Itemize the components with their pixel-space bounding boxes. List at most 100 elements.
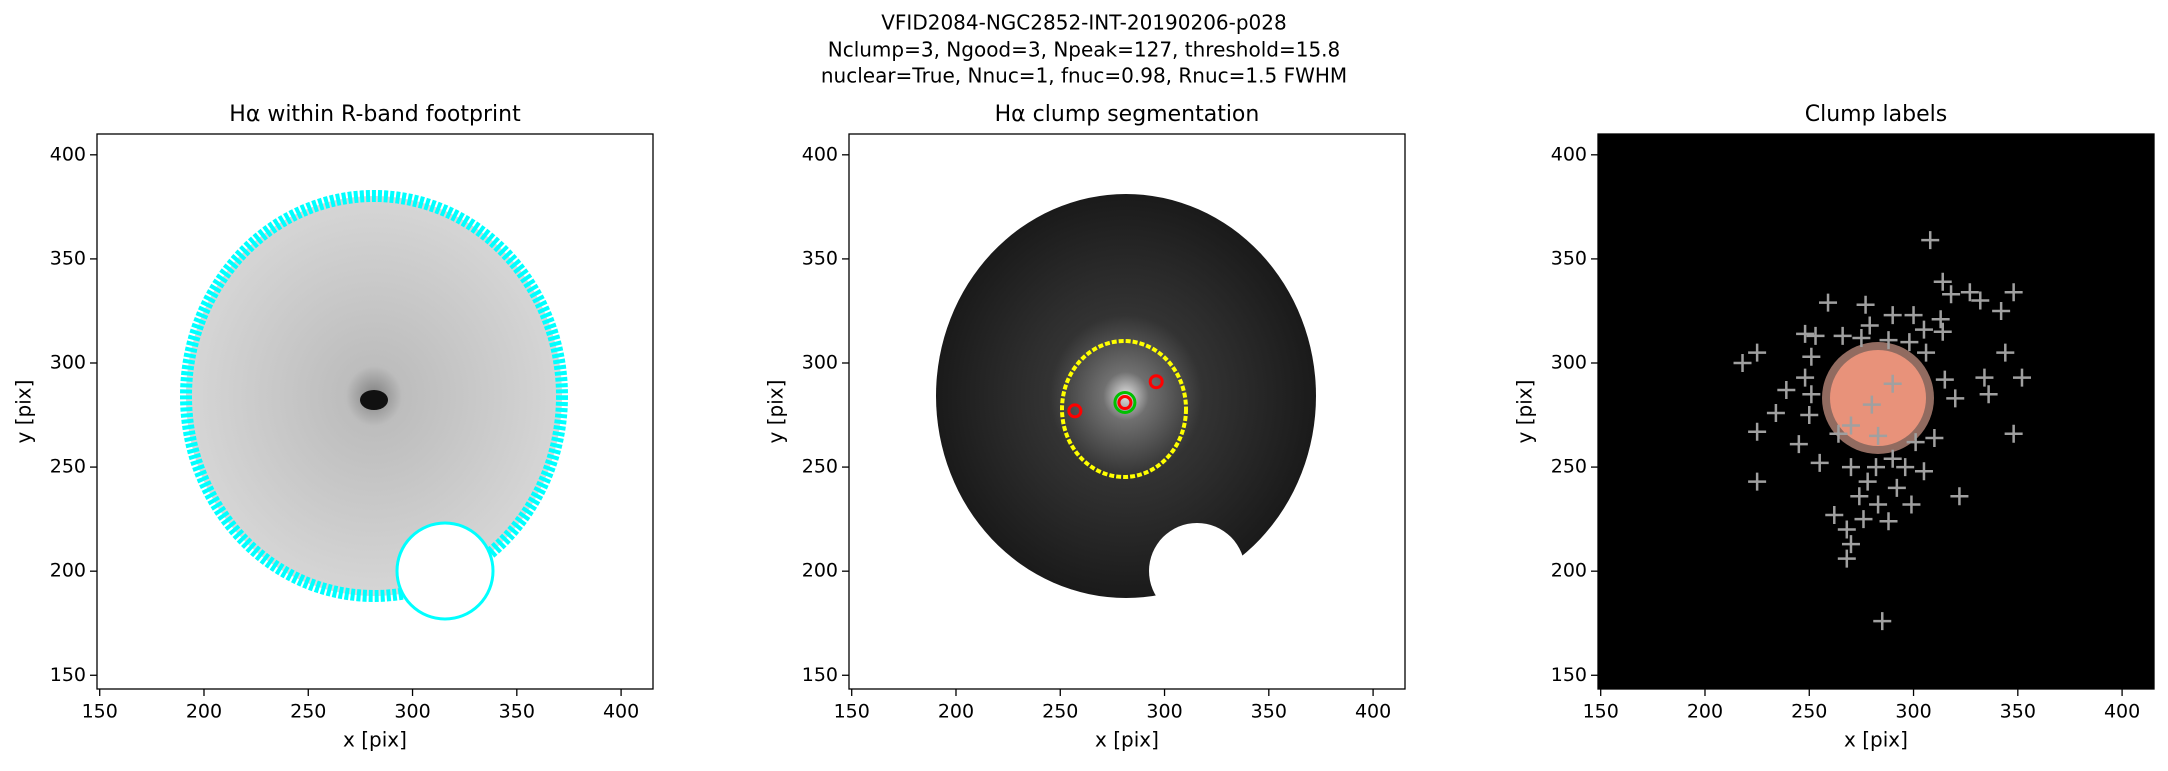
- axes-frame: [96, 133, 654, 690]
- point: [1925, 428, 1944, 447]
- point: [1854, 510, 1873, 529]
- point: [1921, 231, 1940, 250]
- point: [1852, 329, 1871, 348]
- axes-title: Hα within R-band footprint: [229, 102, 521, 127]
- x-axis-label: x [pix]: [1844, 728, 1908, 752]
- point: [1879, 331, 1898, 350]
- x-tick-label: 150: [834, 701, 870, 723]
- point: [1837, 520, 1856, 539]
- point: [1789, 435, 1808, 454]
- point: [1904, 306, 1923, 325]
- point: [1825, 505, 1844, 524]
- point: [2012, 368, 2031, 387]
- point: [1933, 322, 1952, 341]
- y-tick-label: 300: [802, 351, 838, 373]
- point: [1931, 310, 1950, 329]
- point: [1802, 385, 1821, 404]
- x-tick-label: 400: [603, 701, 639, 723]
- x-tick-label: 400: [1355, 701, 1391, 723]
- x-tick-label: 250: [1042, 701, 1078, 723]
- point: [1914, 320, 1933, 339]
- point: [1869, 426, 1888, 445]
- point: [1841, 458, 1860, 477]
- x-tick-label: 250: [290, 701, 326, 723]
- x-tick-label: 300: [1146, 701, 1182, 723]
- point: [1841, 535, 1860, 554]
- point: [1873, 612, 1892, 631]
- y-tick-label: 400: [1551, 143, 1587, 165]
- panel: 150 200 250 300 350 400 150 200 250 300 350 400 Hα w…: [12, 102, 654, 752]
- point: [1996, 343, 2015, 362]
- point: [1917, 343, 1936, 362]
- y-tick-label: 250: [50, 456, 86, 478]
- y-tick-label: 350: [1551, 247, 1587, 269]
- axes-frame: [848, 133, 1406, 690]
- point: [1796, 368, 1815, 387]
- point: [1806, 326, 1825, 345]
- point: [1883, 449, 1902, 468]
- point: [1748, 472, 1767, 491]
- point: [1148, 374, 1164, 390]
- x-tick-label: 200: [186, 701, 222, 723]
- point: [1733, 353, 1752, 372]
- y-tick-label: 350: [50, 247, 86, 269]
- point: [1860, 316, 1879, 335]
- point: [1946, 389, 1965, 408]
- axes-title: Clump labels: [1805, 102, 1947, 127]
- point: [1766, 403, 1785, 422]
- x-tick-label: 350: [2000, 701, 2036, 723]
- x-axis-label: x [pix]: [343, 728, 407, 752]
- axes-frame: [1597, 133, 2155, 690]
- image: [180, 190, 568, 621]
- point: [2004, 283, 2023, 302]
- point: [1879, 512, 1898, 531]
- y-axis-label: y [pix]: [764, 380, 788, 444]
- point: [1777, 381, 1796, 400]
- point: [1867, 458, 1885, 477]
- x-tick-label: 350: [1251, 701, 1287, 723]
- figure-title: Nclump=3, Ngood=3, Npeak=127, threshold=…: [828, 38, 1341, 62]
- y-tick-label: 200: [1551, 560, 1587, 582]
- y-tick-label: 200: [802, 560, 838, 582]
- point: [1902, 495, 1921, 514]
- point: [1113, 391, 1137, 415]
- point: [1802, 347, 1821, 366]
- y-tick-label: 400: [802, 143, 838, 165]
- point: [1960, 283, 1979, 302]
- point: [1748, 422, 1767, 441]
- y-tick-label: 150: [1551, 664, 1587, 686]
- point: [1933, 272, 1952, 291]
- y-axis-label: y [pix]: [12, 380, 36, 444]
- point: [1883, 306, 1902, 325]
- y-tick-label: 300: [50, 351, 86, 373]
- point: [1887, 478, 1906, 497]
- point: [1796, 324, 1815, 343]
- y-tick-label: 150: [50, 664, 86, 686]
- y-tick-label: 250: [802, 456, 838, 478]
- point: [1841, 416, 1860, 435]
- y-tick-label: 350: [802, 247, 838, 269]
- point: [1748, 343, 1767, 362]
- point: [1914, 462, 1933, 481]
- x-tick-label: 200: [938, 701, 974, 723]
- point: [1950, 487, 1969, 506]
- point: [1117, 395, 1133, 411]
- image: [1598, 134, 2154, 689]
- point: [1883, 374, 1902, 393]
- x-tick-label: 300: [394, 701, 430, 723]
- point: [1837, 549, 1856, 568]
- y-tick-label: 300: [1551, 351, 1587, 373]
- point: [1862, 395, 1881, 414]
- point: [2004, 424, 2023, 443]
- x-axis-label: x [pix]: [1095, 728, 1159, 752]
- y-tick-label: 400: [50, 143, 86, 165]
- x-tick-label: 400: [2104, 701, 2140, 723]
- x-tick-label: 300: [1895, 701, 1931, 723]
- point: [1942, 285, 1961, 304]
- point: [1935, 370, 1954, 389]
- point: [1833, 326, 1852, 345]
- point: [1971, 291, 1990, 310]
- y-axis-label: y [pix]: [1513, 380, 1537, 444]
- point: [1819, 293, 1838, 312]
- panel: 150 200 250 300 350 400 150 200 250 300 350 400 Clum…: [1513, 102, 2155, 752]
